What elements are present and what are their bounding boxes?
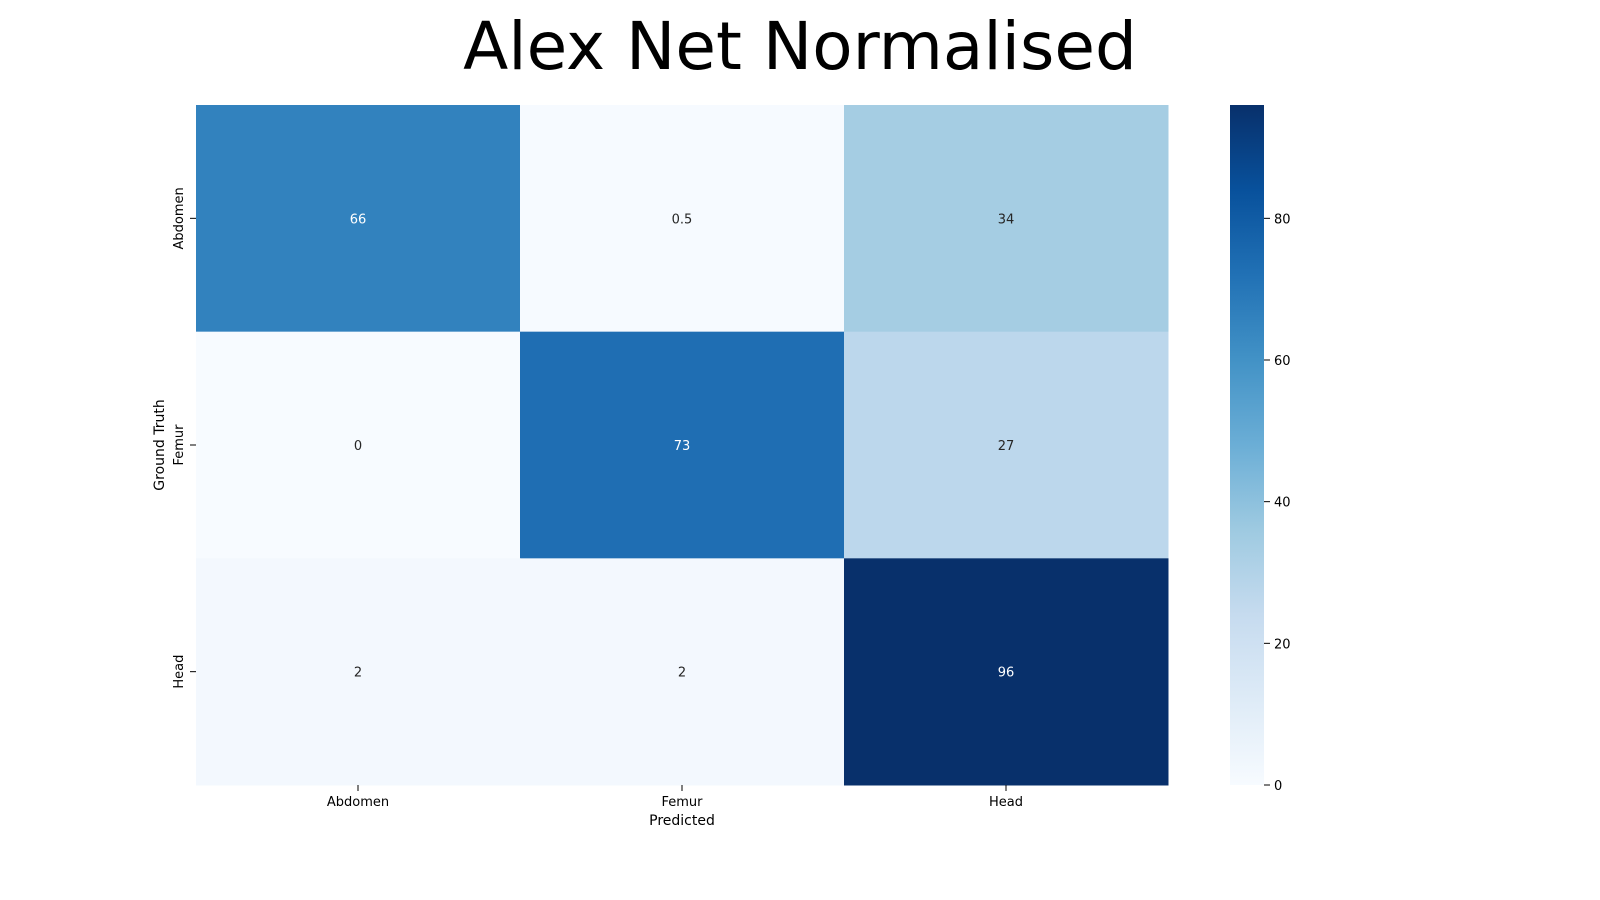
- heatmap-cell-1-1: [520, 331, 845, 559]
- cell-value-label-1-1: 73: [674, 439, 691, 454]
- cell-value-label-1-2: 27: [998, 439, 1015, 454]
- x-tick-label-0: Abdomen: [327, 795, 389, 810]
- heatmap-cell-1-0: [196, 331, 521, 559]
- heatmap-cell-2-0: [196, 558, 521, 786]
- chart-title: Alex Net Normalised: [463, 8, 1137, 85]
- colorbar-tick-label-2: 40: [1274, 496, 1291, 511]
- colorbar-tick-label-3: 60: [1274, 354, 1291, 369]
- y-axis: Abdomen Femur Head: [172, 187, 196, 689]
- heatmap-cell-0-1: [520, 105, 845, 333]
- cell-value-label-1-0: 0: [354, 439, 362, 454]
- heatmap-cells: 66 0.5 34 0 73 27 2 2 96: [196, 105, 1169, 786]
- heatmap-cell-0-2: [844, 105, 1169, 333]
- cell-value-label-2-0: 2: [354, 666, 362, 681]
- y-tick-label-1: Femur: [172, 424, 187, 466]
- heatmap-cell-2-1: [520, 558, 845, 786]
- cell-value-label-0-1: 0.5: [672, 212, 693, 227]
- colorbar-tick-label-4: 80: [1274, 212, 1291, 227]
- heatmap-cell-1-2: [844, 331, 1169, 559]
- x-tick-label-1: Femur: [661, 795, 703, 810]
- colorbar-tick-label-0: 0: [1274, 779, 1282, 794]
- cell-value-label-0-2: 34: [998, 212, 1015, 227]
- colorbar-axis: 0 20 40 60 80: [1264, 212, 1291, 794]
- y-tick-label-0: Abdomen: [172, 187, 187, 249]
- cell-value-label-2-2: 96: [998, 666, 1015, 681]
- y-axis-label: Ground Truth: [152, 399, 168, 490]
- colorbar: [1230, 105, 1264, 785]
- heatmap-cell-0-0: [196, 105, 521, 333]
- colorbar-tick-label-1: 20: [1274, 637, 1291, 652]
- x-tick-label-2: Head: [989, 795, 1023, 810]
- y-tick-label-2: Head: [172, 655, 187, 689]
- heatmap-cell-2-2: [844, 558, 1169, 786]
- x-axis-label: Predicted: [649, 813, 715, 829]
- x-axis: Abdomen Femur Head: [327, 785, 1023, 810]
- cell-value-label-2-1: 2: [678, 666, 686, 681]
- cell-value-label-0-0: 66: [350, 212, 367, 227]
